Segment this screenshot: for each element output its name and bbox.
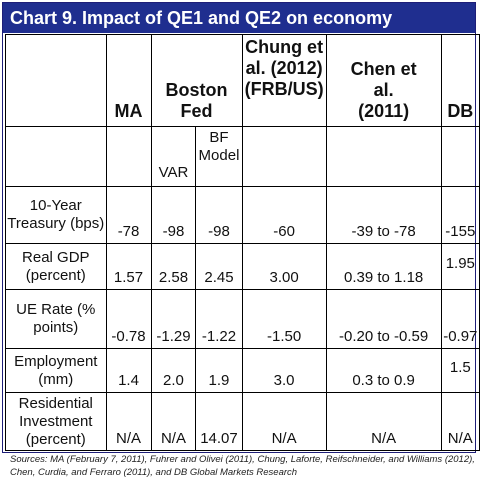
cell-var: 2.0 (150, 348, 197, 393)
cell-bf: -1.22 (195, 289, 243, 349)
subheader-row: VAR BF Model (5, 126, 480, 187)
cell-bf: 2.45 (195, 243, 243, 290)
table-row: Employment (mm) 1.4 2.0 1.9 3.0 0.3 to 0… (5, 348, 480, 393)
row-label: Real GDP (percent) (5, 243, 107, 290)
cell-chung: 3.00 (241, 243, 327, 290)
cell-ma: -0.78 (105, 289, 152, 349)
table-row: UE Rate (% points) -0.78 -1.29 -1.22 -1.… (5, 289, 480, 349)
cell-db: 1.95 (440, 243, 480, 290)
cell-var: -1.29 (150, 289, 197, 349)
header-db: DB (440, 34, 480, 127)
table-row: 10-Year Treasury (bps) -78 -98 -98 -60 -… (5, 186, 480, 244)
header-row: MA Boston Fed Chung et al. (2012) (FRB/U… (5, 34, 480, 127)
subheader-bf-model: BF Model (195, 126, 243, 187)
cell-var: N/A (150, 392, 197, 451)
cell-ma: -78 (105, 186, 152, 244)
cell-db: -155 (440, 186, 480, 244)
row-label: Employment (mm) (5, 348, 107, 393)
cell-chen: -0.20 to -0.59 (325, 289, 442, 349)
cell-chung: -60 (241, 186, 327, 244)
corner-cell (5, 34, 107, 127)
row-label: UE Rate (% points) (5, 289, 107, 349)
chart-frame: Chart 9. Impact of QE1 and QE2 on econom… (2, 2, 476, 453)
cell-bf: -98 (195, 186, 243, 244)
header-boston-fed: Boston Fed (150, 34, 243, 127)
cell-bf: 14.07 (195, 392, 243, 451)
impact-table: MA Boston Fed Chung et al. (2012) (FRB/U… (5, 34, 480, 451)
row-label: 10-Year Treasury (bps) (5, 186, 107, 244)
header-chen: Chen et al. (2011) (325, 34, 442, 127)
cell-ma: N/A (105, 392, 152, 451)
cell-chen: N/A (325, 392, 442, 451)
cell-chung: N/A (241, 392, 327, 451)
header-chung: Chung et al. (2012) (FRB/US) (241, 34, 327, 127)
cell-db: 1.5 (440, 348, 480, 393)
cell-chung: 3.0 (241, 348, 327, 393)
cell-db: -0.97 (440, 289, 480, 349)
sources-note: Sources: MA (February 7, 2011), Fuhrer a… (10, 454, 475, 478)
table-row: Real GDP (percent) 1.57 2.58 2.45 3.00 0… (5, 243, 480, 290)
cell-chung: -1.50 (241, 289, 327, 349)
header-ma: MA (105, 34, 152, 127)
cell-bf: 1.9 (195, 348, 243, 393)
cell-var: -98 (150, 186, 197, 244)
subheader-var: VAR (150, 126, 197, 187)
cell-chen: -39 to -78 (325, 186, 442, 244)
table-row: Residential Investment (percent) N/A N/A… (5, 392, 480, 451)
cell-chen: 0.39 to 1.18 (325, 243, 442, 290)
cell-ma: 1.57 (105, 243, 152, 290)
row-label: Residential Investment (percent) (5, 392, 107, 451)
cell-ma: 1.4 (105, 348, 152, 393)
chart-title: Chart 9. Impact of QE1 and QE2 on econom… (3, 3, 475, 33)
cell-chen: 0.3 to 0.9 (325, 348, 442, 393)
cell-var: 2.58 (150, 243, 197, 290)
cell-db: N/A (440, 392, 480, 451)
